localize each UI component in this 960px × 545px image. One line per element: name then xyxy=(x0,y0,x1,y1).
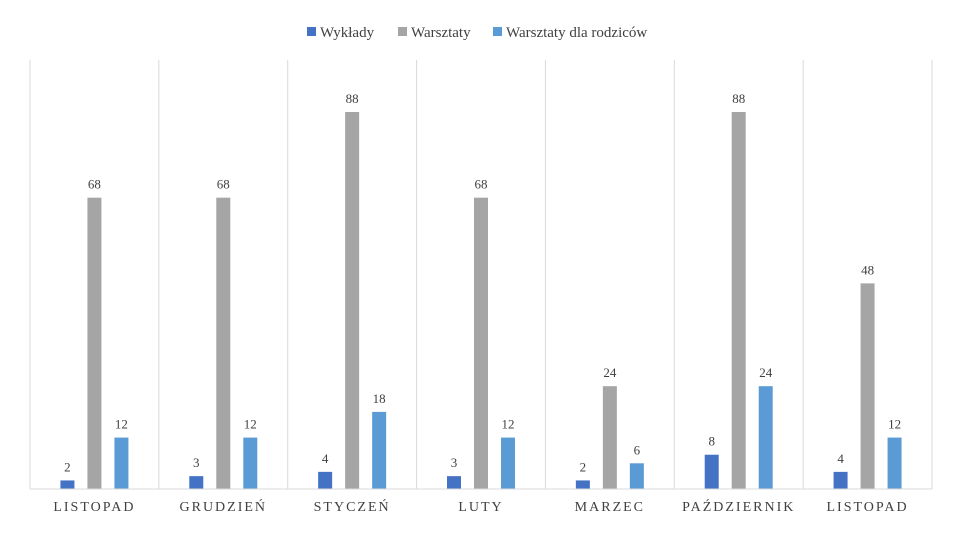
bar-warsztaty-dla-rodzicow-4 xyxy=(501,437,515,489)
data-label-warsztaty-dla-rodzicow-5: 6 xyxy=(634,442,641,457)
bar-warsztaty-5 xyxy=(602,386,617,489)
data-label-warsztaty-1: 68 xyxy=(88,177,101,192)
category-labels: LISTOPAD GRUDZIEŃ STYCZEŃ LUTY MARZEC PAŹDZIE… xyxy=(53,498,909,515)
data-label-warsztaty-3: 88 xyxy=(346,91,359,106)
category-label-4: LUTY xyxy=(458,500,503,515)
bar-warsztaty-7 xyxy=(860,283,875,489)
data-label-wyklady-3: 4 xyxy=(322,451,329,466)
bar-warsztaty-dla-rodzicow-7 xyxy=(887,437,902,489)
data-label-wyklady-4: 3 xyxy=(451,455,458,470)
bar-wyklady-4 xyxy=(447,476,461,489)
bar-warsztaty-1 xyxy=(87,197,102,489)
category-label-3: STYCZEŃ xyxy=(314,498,391,515)
data-label-warsztaty-5: 24 xyxy=(603,365,617,380)
data-label-wyklady-5: 2 xyxy=(580,459,587,474)
bar-wyklady-7 xyxy=(833,471,848,489)
category-label-7: LISTOPAD xyxy=(827,500,909,515)
category-label-5: MARZEC xyxy=(575,500,645,515)
bar-warsztaty-dla-rodzicow-1 xyxy=(114,437,129,489)
legend-swatch-wyklady xyxy=(307,27,316,36)
legend-label-warsztaty-dla-rodzicow: Warsztaty dla rodziców xyxy=(506,25,647,41)
bar-warsztaty-dla-rodzicow-3 xyxy=(372,411,387,489)
bar-wyklady-3 xyxy=(318,471,333,489)
bar-warsztaty-3 xyxy=(345,112,360,489)
data-label-wyklady-6: 8 xyxy=(708,434,715,449)
data-label-warsztaty-dla-rodzicow-1: 12 xyxy=(115,417,128,432)
legend-label-wyklady: Wykłady xyxy=(320,25,375,41)
bars xyxy=(60,112,902,489)
bar-wyklady-2 xyxy=(189,476,204,489)
data-label-warsztaty-dla-rodzicow-7: 12 xyxy=(888,417,901,432)
legend: Wykłady Warsztaty Warsztaty dla rodziców xyxy=(307,25,647,41)
data-label-warsztaty-dla-rodzicow-6: 24 xyxy=(759,365,773,380)
bar-warsztaty-4 xyxy=(474,197,488,489)
data-label-wyklady-7: 4 xyxy=(837,451,844,466)
bar-wyklady-6 xyxy=(704,454,719,489)
bar-warsztaty-dla-rodzicow-5 xyxy=(629,463,644,489)
data-label-wyklady-2: 3 xyxy=(193,455,200,470)
data-label-wyklady-1: 2 xyxy=(64,459,71,474)
bar-wyklady-1 xyxy=(60,480,75,489)
bar-warsztaty-dla-rodzicow-2 xyxy=(243,437,258,489)
data-label-warsztaty-7: 48 xyxy=(861,262,874,277)
data-label-warsztaty-4: 68 xyxy=(475,177,488,192)
bar-warsztaty-2 xyxy=(216,197,231,489)
legend-label-warsztaty: Warsztaty xyxy=(411,25,471,41)
bar-wyklady-5 xyxy=(575,480,590,489)
data-label-warsztaty-2: 68 xyxy=(217,177,230,192)
data-label-warsztaty-dla-rodzicow-2: 12 xyxy=(244,417,257,432)
category-label-1: LISTOPAD xyxy=(53,500,135,515)
category-label-2: GRUDZIEŃ xyxy=(180,498,268,515)
bar-warsztaty-6 xyxy=(731,112,746,489)
category-separators xyxy=(29,60,933,489)
data-label-warsztaty-dla-rodzicow-3: 18 xyxy=(373,391,386,406)
category-label-6: PAŹDZIERNIK xyxy=(682,498,795,515)
legend-swatch-warsztaty-dla-rodzicow xyxy=(493,27,502,36)
data-label-warsztaty-6: 88 xyxy=(732,91,745,106)
bar-warsztaty-dla-rodzicow-6 xyxy=(758,386,773,489)
data-label-warsztaty-dla-rodzicow-4: 12 xyxy=(502,417,515,432)
legend-swatch-warsztaty xyxy=(398,27,407,36)
